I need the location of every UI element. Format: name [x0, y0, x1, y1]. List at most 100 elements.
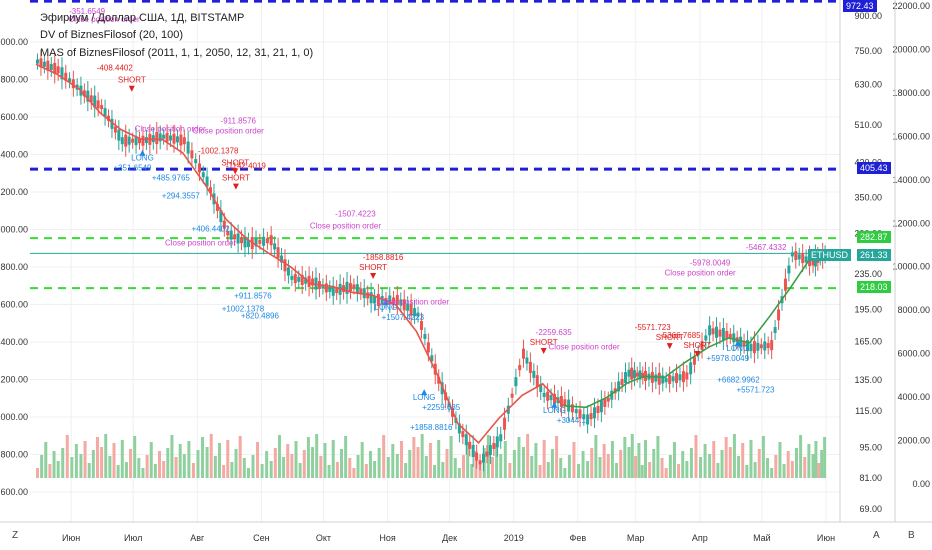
candle-body [589, 413, 593, 420]
auto-button[interactable]: A [873, 530, 880, 541]
trade-annotation: +820.4896 [241, 312, 280, 321]
candle-body [664, 378, 668, 383]
trade-arrow [551, 401, 558, 408]
volume-bar [790, 461, 794, 478]
volume-bar [634, 456, 638, 478]
volume-bar [79, 454, 83, 478]
volume-bar [820, 450, 824, 478]
time-tick-label: Мар [627, 533, 645, 543]
volume-bar [145, 455, 149, 478]
volume-bar [277, 435, 281, 478]
candle-body [635, 372, 639, 377]
trade-arrow [734, 339, 741, 346]
time-tick-label: Фев [570, 533, 587, 543]
candle-body [355, 284, 359, 294]
legend-indicator-mas[interactable]: MAS of BiznesFilosof (2011, 1, 1, 2050, … [40, 47, 314, 59]
volume-bar [48, 464, 52, 478]
volume-bar [290, 454, 294, 478]
candle-body [518, 365, 522, 371]
volume-bar [627, 447, 631, 478]
volume-bar [648, 462, 652, 478]
log-tick-label: 95.00 [859, 443, 882, 453]
volume-bar [282, 457, 286, 478]
candle-body [331, 285, 335, 296]
volume-bar [302, 450, 306, 478]
trade-annotation: -5366.7685 [660, 331, 701, 340]
candle-body [457, 423, 461, 434]
candle-body [36, 59, 39, 64]
price-tick-label: 2800.00 [0, 75, 28, 85]
candle-body [409, 303, 413, 316]
trade-annotation: -1858.8816 [363, 253, 404, 262]
candle-body [82, 90, 86, 97]
log-axis[interactable]: 900.00750.00630.00510.00420.00350.00290.… [854, 11, 882, 514]
volume-bar [348, 458, 352, 478]
right-tick-label: 16000.00 [892, 131, 930, 141]
right-tick-label: 10000.00 [892, 262, 930, 272]
candle-body [549, 395, 553, 401]
volume-bar [441, 462, 445, 478]
volume-bar [708, 454, 712, 478]
candle-body [596, 406, 600, 414]
candle-body [692, 356, 696, 365]
candle-body [293, 274, 297, 284]
hline-top-tag: 972.43 [843, 0, 877, 12]
volume-bar [391, 444, 395, 478]
volume-bar [720, 450, 724, 478]
candle-body [704, 335, 708, 341]
candle-body [811, 258, 815, 266]
auto-scale-button[interactable]: Z [12, 530, 19, 541]
volume-bar [242, 458, 246, 478]
volume-bar [412, 437, 416, 478]
volume-bar [530, 456, 534, 478]
volume-bar [652, 449, 656, 478]
candle-body [262, 236, 266, 246]
volume-bar [699, 457, 703, 478]
candle-body [100, 105, 104, 110]
volume-bar [526, 434, 530, 478]
candle-body [243, 236, 247, 248]
volume-bar [470, 464, 474, 478]
candle-body [574, 409, 578, 414]
candle-body [794, 251, 798, 261]
volume-bar [449, 436, 453, 478]
time-axis[interactable]: Июн Июл Авг Сен Окт Ноя Дек 2019 Фев Мар Апр Май Июн [62, 533, 835, 543]
candle-body [402, 299, 406, 311]
volume-bar [174, 457, 178, 478]
candle-body [215, 203, 219, 211]
log-tick-label: 510.00 [854, 120, 882, 130]
volume-bar [499, 454, 503, 478]
candle-body [103, 108, 107, 118]
volume-bar [191, 463, 195, 478]
legend-indicator-dv[interactable]: DV of BiznesFilosof (20, 100) [40, 29, 184, 41]
candle-body [190, 150, 194, 159]
volume-bar [40, 455, 44, 478]
candle-body [617, 381, 621, 392]
trade-annotation: -2259.635 [536, 328, 573, 337]
volume-bar [149, 442, 153, 478]
hline-green-bottom-tag: 218.03 [857, 281, 891, 293]
volume-bar [466, 442, 470, 478]
volume-bar [182, 454, 186, 478]
volume-bar [74, 444, 78, 478]
candle-body [570, 404, 574, 413]
candle-body [39, 58, 43, 68]
candle-body [521, 348, 525, 359]
volume-bar [52, 451, 56, 478]
price-tick-label: 600.00 [0, 487, 28, 497]
candle-body [475, 452, 479, 461]
candle-body [739, 336, 743, 347]
price-axis: 3000.00 2800.00 2600.00 2400.00 2200.00 2000.… [0, 37, 28, 497]
candle-body [681, 371, 685, 383]
candle-body [654, 374, 658, 382]
price-tick-label: 3000.00 [0, 37, 28, 47]
candle-body [311, 278, 315, 286]
volume-bar [65, 435, 69, 478]
volume-bar [108, 456, 112, 478]
candle-body [525, 357, 529, 364]
volume-bar [158, 451, 162, 478]
volume-bar [56, 461, 60, 478]
settings-button[interactable]: B [908, 530, 915, 541]
candle-body [553, 393, 557, 404]
